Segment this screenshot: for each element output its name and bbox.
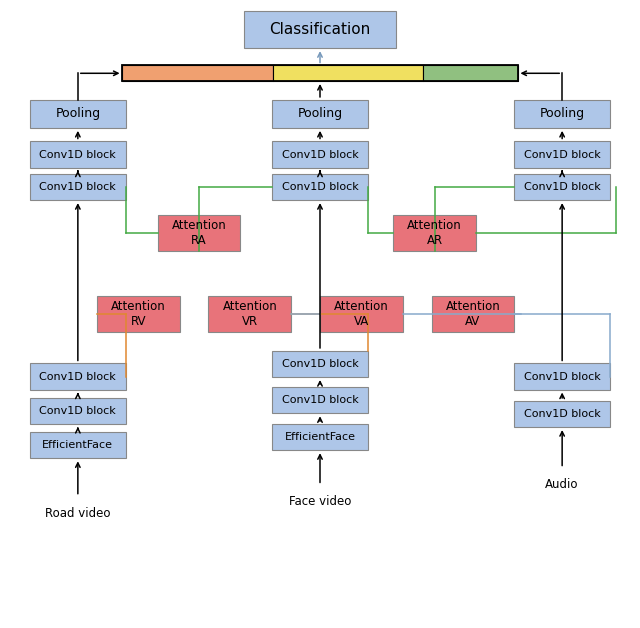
- FancyBboxPatch shape: [30, 432, 125, 458]
- FancyBboxPatch shape: [122, 65, 273, 81]
- FancyBboxPatch shape: [209, 296, 291, 332]
- FancyBboxPatch shape: [97, 296, 180, 332]
- FancyBboxPatch shape: [515, 141, 610, 168]
- FancyBboxPatch shape: [273, 65, 423, 81]
- FancyBboxPatch shape: [272, 100, 368, 128]
- Text: Attention
RV: Attention RV: [111, 300, 166, 328]
- FancyBboxPatch shape: [272, 424, 368, 450]
- Text: Conv1D block: Conv1D block: [282, 182, 358, 192]
- Text: Conv1D block: Conv1D block: [282, 359, 358, 369]
- Text: Face video: Face video: [289, 495, 351, 508]
- FancyBboxPatch shape: [515, 401, 610, 427]
- FancyBboxPatch shape: [515, 364, 610, 389]
- Text: Attention
AR: Attention AR: [407, 219, 462, 247]
- Text: Pooling: Pooling: [298, 107, 342, 121]
- Text: Conv1D block: Conv1D block: [524, 409, 600, 419]
- Text: Pooling: Pooling: [55, 107, 100, 121]
- Text: Conv1D block: Conv1D block: [40, 372, 116, 382]
- Text: Audio: Audio: [545, 479, 579, 492]
- FancyBboxPatch shape: [515, 100, 610, 128]
- Text: Conv1D block: Conv1D block: [40, 182, 116, 192]
- FancyBboxPatch shape: [30, 141, 125, 168]
- FancyBboxPatch shape: [320, 296, 403, 332]
- Text: Conv1D block: Conv1D block: [40, 149, 116, 160]
- Text: Pooling: Pooling: [540, 107, 585, 121]
- FancyBboxPatch shape: [157, 215, 241, 251]
- FancyBboxPatch shape: [423, 65, 518, 81]
- FancyBboxPatch shape: [272, 351, 368, 377]
- FancyBboxPatch shape: [30, 100, 125, 128]
- FancyBboxPatch shape: [431, 296, 515, 332]
- Text: Attention
RA: Attention RA: [172, 219, 227, 247]
- Text: Conv1D block: Conv1D block: [524, 149, 600, 160]
- Text: Attention
VR: Attention VR: [223, 300, 277, 328]
- FancyBboxPatch shape: [244, 11, 396, 48]
- Text: Conv1D block: Conv1D block: [282, 149, 358, 160]
- Text: EfficientFace: EfficientFace: [285, 432, 355, 442]
- Text: Conv1D block: Conv1D block: [524, 182, 600, 192]
- Text: Conv1D block: Conv1D block: [524, 372, 600, 382]
- Text: Conv1D block: Conv1D block: [40, 406, 116, 416]
- Text: Classification: Classification: [269, 22, 371, 37]
- FancyBboxPatch shape: [272, 387, 368, 413]
- Text: Conv1D block: Conv1D block: [282, 395, 358, 405]
- FancyBboxPatch shape: [272, 141, 368, 168]
- Text: Attention
VA: Attention VA: [334, 300, 388, 328]
- FancyBboxPatch shape: [394, 215, 476, 251]
- FancyBboxPatch shape: [30, 364, 125, 389]
- FancyBboxPatch shape: [30, 398, 125, 424]
- Text: Attention
AV: Attention AV: [445, 300, 500, 328]
- Text: Road video: Road video: [45, 507, 111, 519]
- FancyBboxPatch shape: [515, 174, 610, 200]
- FancyBboxPatch shape: [272, 174, 368, 200]
- FancyBboxPatch shape: [30, 174, 125, 200]
- Text: EfficientFace: EfficientFace: [42, 440, 113, 450]
